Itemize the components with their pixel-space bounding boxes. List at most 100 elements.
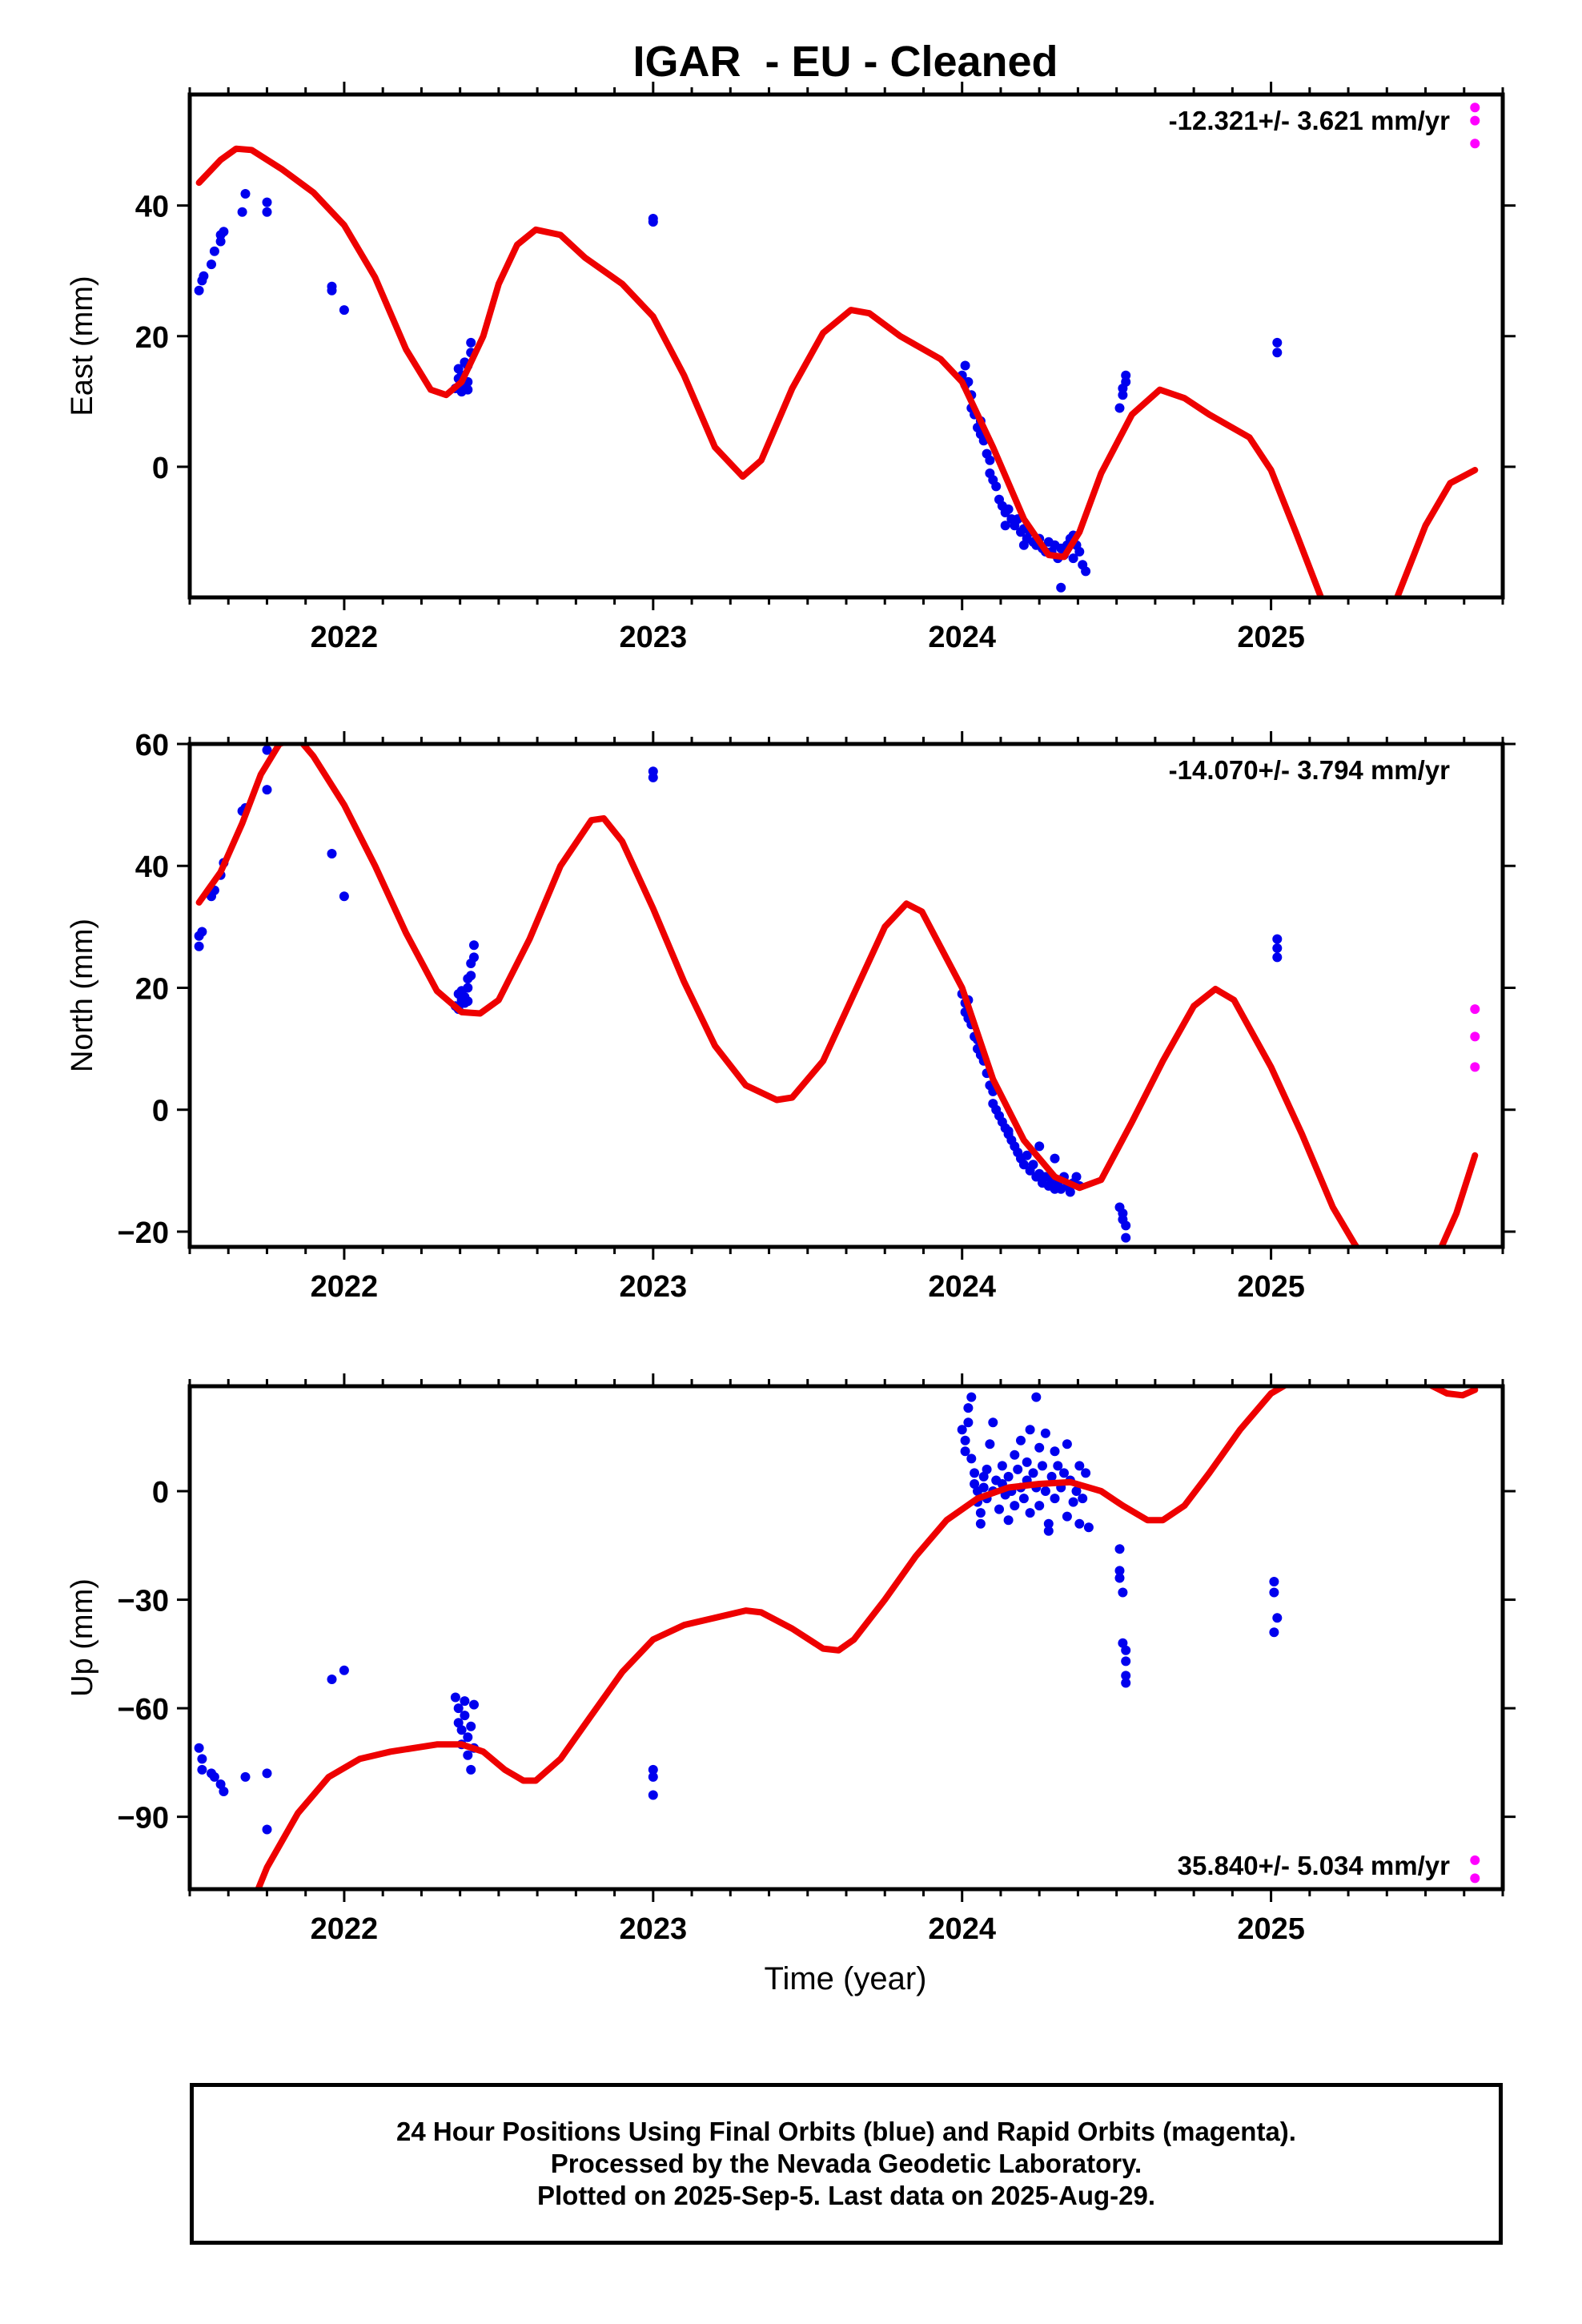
data-point (1025, 1425, 1035, 1435)
panel-1: 2022 2023 2024 2025 0 20 40 East (mm) -12.321+/-… (66, 82, 1516, 654)
data-point (1050, 1446, 1060, 1457)
data-point (1043, 1518, 1054, 1529)
plot-frame (187, 1384, 1505, 1892)
data-point (1074, 1461, 1085, 1471)
data-point (1269, 1587, 1279, 1598)
data-point (1022, 1457, 1032, 1467)
plot-area (194, 103, 1480, 597)
data-point (209, 1771, 219, 1782)
y-tick-label: 0 (152, 1476, 169, 1510)
y-axis-label: North (mm) (66, 919, 99, 1072)
data-point (1121, 1671, 1131, 1681)
data-point (1068, 553, 1078, 564)
x-tick-label: 2022 (311, 1912, 379, 1946)
data-point (1114, 1544, 1125, 1554)
data-point (262, 207, 272, 217)
velocity-annotation: -12.321+/- 3.621 mm/yr (1169, 106, 1450, 135)
data-point (463, 1750, 473, 1760)
data-point (1272, 934, 1283, 944)
data-point (1018, 1494, 1029, 1504)
data-point (327, 281, 337, 292)
x-tick-label: 2025 (1237, 1270, 1305, 1304)
data-point (1121, 1220, 1131, 1231)
data-point (1071, 1172, 1082, 1182)
x-tick-label: 2023 (620, 621, 688, 654)
data-point (1118, 1587, 1128, 1598)
data-point (1470, 1062, 1480, 1072)
data-point (1074, 1518, 1085, 1529)
data-point (1038, 1461, 1047, 1471)
data-point (1028, 1160, 1038, 1170)
data-point (985, 1439, 995, 1449)
data-point (1081, 566, 1091, 577)
data-point (466, 337, 476, 348)
data-point (960, 1446, 970, 1457)
data-point (339, 1665, 349, 1675)
x-tick-label: 2023 (620, 1270, 688, 1304)
data-point (466, 1764, 476, 1775)
data-point (1003, 1515, 1014, 1526)
data-point (960, 1435, 970, 1445)
data-point (453, 1718, 464, 1728)
data-point (1470, 139, 1480, 149)
data-point (648, 766, 658, 777)
data-point (1031, 1392, 1042, 1402)
data-point (648, 214, 658, 223)
y-tick-label: −30 (118, 1585, 169, 1618)
data-point (1121, 370, 1131, 380)
x-axis-label: Time (year) (765, 1961, 927, 1996)
data-point (456, 1725, 467, 1735)
data-point (1114, 403, 1125, 413)
y-tick-label: −20 (118, 1216, 169, 1250)
x-tick-label: 2022 (311, 621, 379, 654)
data-point (1056, 582, 1066, 593)
rapid-orbit-points (1470, 103, 1480, 149)
data-point (1025, 1508, 1035, 1518)
data-point (1034, 1501, 1045, 1511)
data-point (1050, 1153, 1060, 1164)
data-point (469, 1699, 479, 1710)
data-point (1470, 1873, 1480, 1884)
caption-box: 24 Hour Positions Using Final Orbits (bl… (190, 2083, 1503, 2245)
data-point (1046, 1471, 1057, 1482)
data-point (1010, 1449, 1020, 1460)
data-point (1121, 1678, 1131, 1688)
data-point (207, 259, 216, 270)
y-tick-label: −90 (118, 1802, 169, 1835)
data-point (1013, 1464, 1023, 1474)
data-point (209, 246, 219, 256)
chart-title: IGAR - EU - Cleaned (632, 38, 1058, 86)
data-point (237, 207, 247, 217)
data-point (1269, 1577, 1279, 1586)
data-point (1040, 1486, 1050, 1496)
data-point (327, 849, 337, 858)
velocity-annotation: 35.840+/- 5.034 mm/yr (1178, 1851, 1450, 1880)
data-point (197, 1754, 207, 1764)
data-point (963, 1403, 974, 1413)
y-tick-label: 0 (152, 1095, 169, 1128)
x-tick-label: 2025 (1237, 621, 1305, 654)
data-point (1114, 1566, 1125, 1576)
data-point (963, 1417, 974, 1428)
data-point (262, 1768, 272, 1779)
data-point (1121, 1656, 1131, 1667)
data-point (466, 1721, 476, 1731)
data-point (1121, 376, 1131, 387)
data-point (1121, 1645, 1131, 1655)
data-point (1272, 337, 1283, 348)
x-tick-label: 2023 (620, 1912, 688, 1946)
data-point (453, 1703, 464, 1714)
data-point (1018, 540, 1029, 550)
data-point (463, 983, 473, 993)
data-point (1470, 115, 1480, 126)
data-point (1053, 1461, 1063, 1471)
data-point (219, 1787, 229, 1796)
data-point (194, 1743, 204, 1753)
data-point (648, 1764, 658, 1775)
model-curve (195, 145, 1479, 597)
data-point (460, 1711, 470, 1721)
panel-2: 2022 2023 2024 2025 −20 0 20 40 60 North (mm) -14.… (66, 729, 1516, 1304)
data-point (215, 1779, 226, 1789)
data-point (960, 360, 970, 371)
